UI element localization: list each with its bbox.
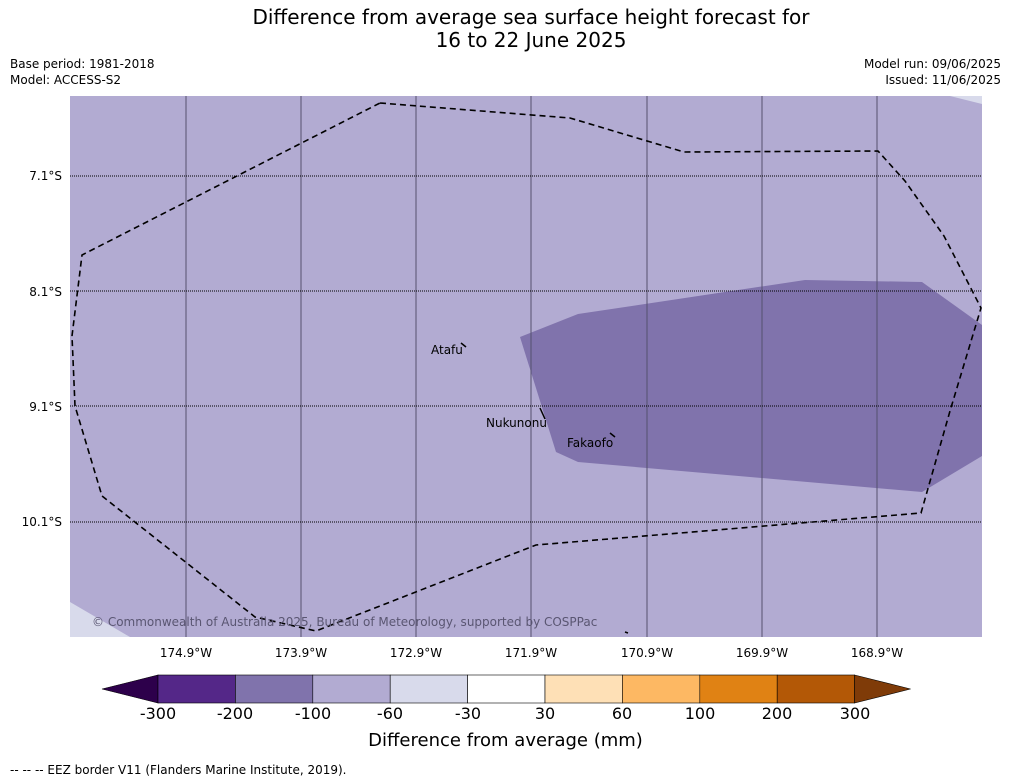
colorbar-tick: -60 — [376, 704, 404, 723]
colorbar-tick: -300 — [139, 704, 177, 723]
copyright-notice: © Commonwealth of Australia 2025, Bureau… — [92, 615, 597, 629]
place-label-atafu: Atafu — [431, 343, 463, 357]
colorbar-segment — [699, 674, 778, 704]
eez-border — [71, 102, 982, 632]
fakaofo-atoll — [609, 432, 616, 438]
place-label-nukunonu: Nukunonu — [486, 416, 547, 430]
meta-left: Base period: 1981-2018 Model: ACCESS-S2 — [10, 56, 155, 88]
colorbar-tick: -100 — [294, 704, 332, 723]
lon-label-168-9: 168.9°W — [850, 646, 904, 660]
title-line-2: 16 to 22 June 2025 — [435, 28, 627, 52]
colorbar-segment — [157, 674, 236, 704]
colorbar-title: Difference from average (mm) — [368, 730, 643, 751]
colorbar-tick: 100 — [684, 704, 716, 723]
meta-right: Model run: 09/06/2025 Issued: 11/06/2025 — [864, 56, 1001, 88]
colorbar — [101, 674, 911, 704]
colorbar-tick: 60 — [611, 704, 633, 723]
light-anomaly-patch-top — [950, 96, 982, 104]
colorbar-tick: 200 — [761, 704, 793, 723]
lon-label-171-9: 171.9°W — [504, 646, 558, 660]
colorbar-extend-low — [101, 674, 159, 704]
colorbar-extend-high — [854, 674, 911, 704]
parallel-lines — [70, 175, 982, 523]
eez-footnote: -- -- -- EEZ border V11 (Flanders Marine… — [10, 763, 347, 777]
lon-label-170-9: 170.9°W — [620, 646, 674, 660]
lon-label-173-9: 173.9°W — [274, 646, 328, 660]
map-title: Difference from average sea surface heig… — [0, 6, 1011, 52]
colorbar-segment — [235, 674, 314, 704]
colorbar-tick: -30 — [454, 704, 482, 723]
anomaly-region — [520, 280, 982, 492]
lon-label-174-9: 174.9°W — [159, 646, 213, 660]
atafu-atoll — [460, 342, 467, 348]
model-run: Model run: 09/06/2025 — [863, 57, 1001, 71]
colorbar-segment — [544, 674, 623, 704]
lon-label-169-9: 169.9°W — [735, 646, 789, 660]
place-label-fakaofo: Fakaofo — [567, 436, 613, 450]
colorbar-segment — [389, 674, 468, 704]
colorbar-tick: 300 — [839, 704, 871, 723]
meridian-lines — [185, 96, 878, 637]
title-line-1: Difference from average sea surface heig… — [252, 5, 810, 29]
lat-label-9-1: 9.1°S — [29, 400, 62, 414]
lat-label-8-1: 8.1°S — [29, 285, 62, 299]
colorbar-segment — [776, 674, 855, 704]
issued-date: Issued: 11/06/2025 — [885, 73, 1001, 87]
colorbar-segment — [622, 674, 701, 704]
lon-label-172-9: 172.9°W — [389, 646, 443, 660]
sea-level-map: Atafu Nukunonu Fakaofo © Commonwealth of… — [70, 96, 982, 637]
colorbar-segment — [467, 674, 546, 704]
light-anomaly-patch — [70, 602, 130, 637]
small-island — [624, 631, 629, 634]
colorbar-segment — [312, 674, 391, 704]
nukunonu-atoll — [539, 407, 546, 420]
lat-label-10-1: 10.1°S — [21, 515, 62, 529]
lat-label-7-1: 7.1°S — [29, 169, 62, 183]
base-period: Base period: 1981-2018 — [10, 57, 155, 71]
colorbar-tick: 30 — [534, 704, 556, 723]
model-name: Model: ACCESS-S2 — [10, 73, 122, 87]
colorbar-tick: -200 — [216, 704, 254, 723]
